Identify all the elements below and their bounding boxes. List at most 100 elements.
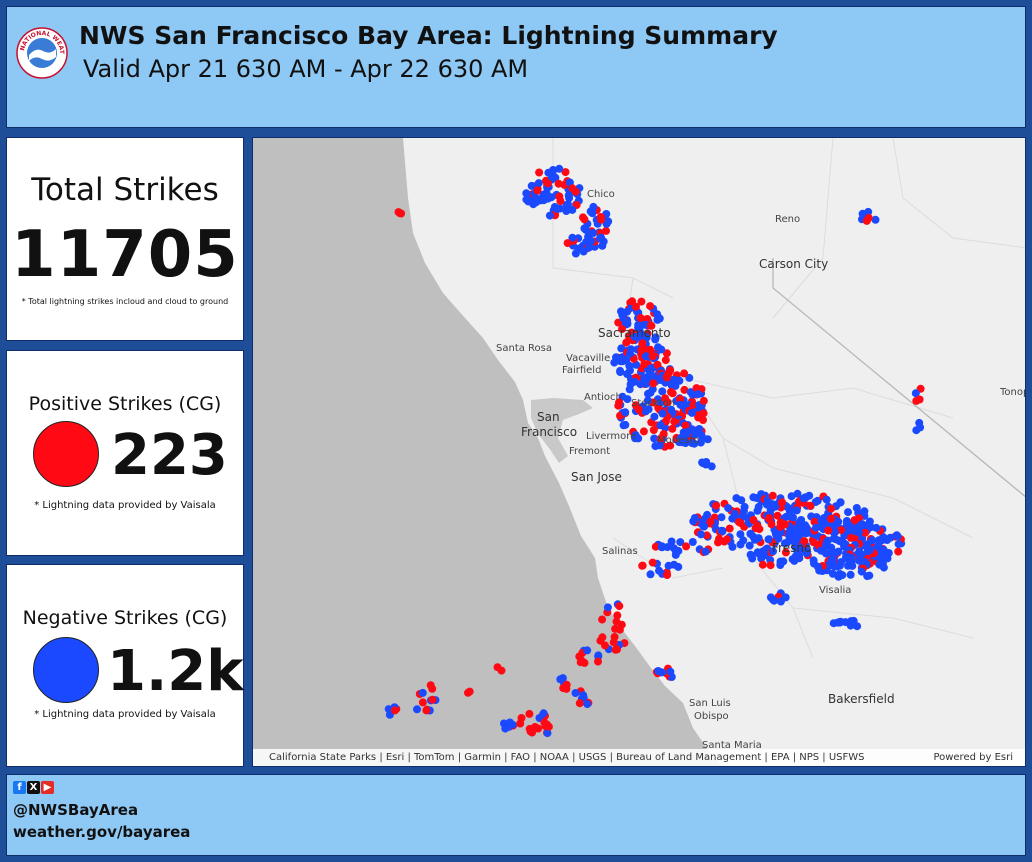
youtube-icon[interactable]: ▶	[41, 781, 54, 794]
strike-dot	[516, 719, 525, 728]
strike-dot	[611, 645, 620, 654]
strike-dot	[822, 495, 831, 504]
strike-dot	[543, 179, 552, 188]
strike-dot	[636, 380, 645, 389]
strike-dot	[785, 535, 794, 544]
strike-dot	[384, 705, 393, 714]
strike-dot	[864, 213, 873, 222]
strike-dot	[688, 538, 697, 546]
strike-dot	[793, 531, 802, 540]
lightning-strikes	[384, 164, 925, 738]
strike-dot	[597, 215, 606, 224]
strike-dot	[670, 417, 679, 426]
strike-dot	[696, 438, 705, 447]
place-salinas: Salinas	[602, 546, 638, 557]
strike-dot	[720, 537, 729, 546]
powered-by-esri[interactable]: Powered by Esri	[933, 752, 1013, 763]
state-line	[772, 258, 1025, 498]
strike-dot	[651, 335, 660, 344]
strike-dot	[556, 675, 565, 684]
strike-dot	[422, 706, 431, 715]
place-fresno: Fresno	[772, 541, 812, 555]
place-fremont: Fremont	[569, 446, 611, 457]
strike-dot	[837, 526, 845, 535]
strike-dot	[680, 385, 689, 394]
strike-dot	[615, 602, 624, 611]
strike-dot	[610, 358, 619, 367]
strike-dot	[771, 502, 780, 511]
strike-dot	[676, 538, 685, 547]
strike-dot	[527, 181, 536, 190]
strike-dot	[748, 554, 757, 563]
strike-dot	[844, 508, 852, 517]
attribution-text[interactable]: California State Parks | Esri | TomTom |…	[269, 752, 865, 763]
strike-dot	[872, 523, 881, 532]
strike-dot	[878, 536, 887, 545]
strike-dot	[574, 244, 583, 253]
strike-dot	[648, 558, 657, 567]
strike-dot	[858, 520, 866, 529]
strike-dot	[671, 550, 680, 559]
strike-dot	[579, 213, 587, 222]
strike-dot	[688, 408, 696, 417]
strike-dot	[532, 198, 540, 207]
strike-dot	[714, 538, 722, 547]
strike-dot	[644, 405, 653, 414]
strike-dot	[658, 409, 667, 418]
strike-dot	[531, 723, 539, 731]
place-reno: Reno	[775, 214, 801, 225]
facebook-icon[interactable]: f	[13, 781, 26, 794]
strike-dot	[535, 168, 544, 177]
strike-dot	[465, 687, 474, 696]
strike-dot	[631, 434, 640, 443]
strike-dot	[690, 439, 699, 448]
strike-dot	[582, 226, 591, 234]
strike-dot	[618, 325, 626, 334]
strike-dot	[865, 571, 874, 580]
strike-dot	[817, 516, 826, 525]
strike-dot	[848, 561, 857, 570]
total-strikes-note: * Total lightning strikes incloud and cl…	[21, 297, 229, 306]
strike-dot	[637, 346, 646, 355]
strike-dot	[522, 189, 531, 198]
strike-dot	[769, 547, 777, 556]
lightning-map[interactable]: Chico Reno Carson City Sacramento Santa …	[252, 137, 1026, 767]
strike-dot	[792, 506, 801, 515]
strike-dot	[797, 516, 806, 524]
website-link[interactable]: weather.gov/bayarea	[13, 823, 191, 841]
place-carson-city: Carson City	[759, 257, 829, 271]
strike-dot	[637, 297, 646, 306]
strike-dot	[641, 352, 650, 361]
social-handle[interactable]: @NWSBayArea	[13, 801, 139, 819]
strike-dot	[625, 332, 633, 341]
strike-dot	[613, 611, 622, 620]
strike-dot	[568, 233, 577, 242]
strike-dot	[749, 493, 758, 502]
place-santa-maria: Santa Maria	[702, 740, 762, 751]
strike-dot	[651, 542, 660, 551]
strike-dot	[661, 394, 670, 403]
strike-dot	[680, 369, 689, 378]
strike-dot	[525, 709, 534, 718]
strike-dot	[609, 638, 618, 647]
strike-dot	[724, 504, 733, 513]
strike-dot	[912, 396, 921, 405]
positive-strikes-title: Positive Strikes (CG)	[28, 393, 222, 415]
strike-dot	[648, 352, 657, 361]
strike-dot	[596, 234, 604, 243]
strike-dot	[754, 534, 763, 543]
strike-dot	[571, 689, 580, 697]
strike-dot	[428, 684, 437, 693]
strike-dot	[576, 658, 585, 667]
strike-dot	[829, 562, 838, 571]
strike-dot	[778, 498, 786, 507]
strike-dot	[428, 695, 437, 704]
x-icon[interactable]: X	[27, 781, 40, 794]
strike-dot	[668, 424, 677, 433]
place-fairfield: Fairfield	[562, 365, 602, 376]
strike-dot	[857, 567, 866, 576]
strike-dot	[568, 205, 577, 214]
strike-dot	[717, 513, 726, 522]
place-san: San	[537, 410, 560, 424]
strike-dot	[827, 514, 835, 523]
